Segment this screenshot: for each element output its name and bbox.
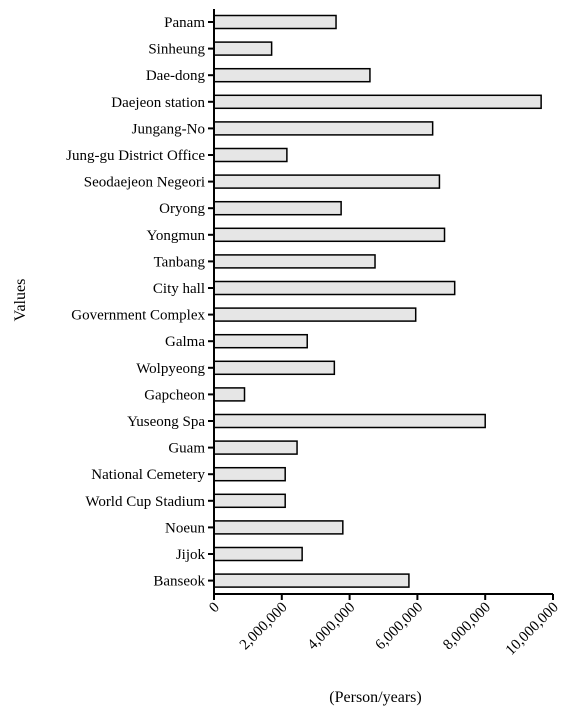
category-label-20: Jijok (176, 547, 206, 563)
category-label-6: Seodaejeon Negeori (84, 175, 205, 191)
bar-20 (213, 546, 303, 562)
bar-2 (213, 67, 371, 83)
category-label-9: Tanbang (154, 254, 206, 270)
x-tick-label-5: 10,000,000 (503, 600, 562, 659)
bar-17 (213, 466, 286, 482)
bar-16 (213, 440, 298, 455)
bar-8 (213, 227, 446, 243)
bar-14 (213, 387, 246, 402)
x-tick-label-1: 2,000,000 (237, 600, 291, 654)
category-label-14: Gapcheon (144, 387, 205, 403)
category-label-15: Yuseong Spa (127, 414, 205, 430)
bar-21 (213, 573, 410, 588)
category-label-8: Yongmun (147, 228, 206, 244)
bar-10 (213, 280, 456, 296)
bar-12 (213, 333, 308, 349)
category-label-18: World Cup Stadium (85, 494, 205, 510)
category-label-3: Daejeon station (111, 95, 205, 111)
category-label-21: Banseok (153, 574, 205, 590)
category-label-10: City hall (153, 281, 205, 297)
category-label-1: Sinheung (148, 42, 205, 58)
category-label-0: Panam (164, 15, 205, 31)
bar-11 (213, 307, 417, 322)
bar-4 (213, 121, 434, 136)
bar-15 (213, 413, 486, 429)
category-label-16: Guam (168, 441, 205, 457)
category-labels: Panam Sinheung Dae-dong Daejeon station Jung… (66, 15, 214, 590)
x-tick-label-2: 4,000,000 (305, 600, 359, 654)
category-label-11: Government Complex (71, 308, 205, 324)
category-label-4: Jungang-No (132, 121, 205, 137)
category-label-7: Oryong (159, 201, 205, 217)
bar-19 (213, 520, 344, 535)
bar-13 (213, 360, 336, 376)
x-tick-label-3: 6,000,000 (372, 600, 426, 654)
category-label-17: National Cemetery (91, 467, 205, 483)
y-axis-title: Values (12, 279, 29, 322)
category-label-19: Noeun (165, 520, 205, 536)
bar-9 (213, 254, 376, 269)
category-label-2: Dae-dong (146, 68, 206, 84)
category-label-5: Jung-gu District Office (66, 148, 205, 164)
bar-1 (213, 41, 273, 56)
x-axis-title: (Person/years) (329, 689, 421, 706)
x-tick-label-0: 0 (206, 600, 223, 617)
bar-5 (213, 147, 288, 163)
bar-3 (213, 94, 542, 110)
bar-0 (213, 14, 337, 30)
x-tick-label-4: 8,000,000 (440, 600, 494, 654)
x-axis-ticks: 0 2,000,000 4,000,000 6,000,000 8,000,000 10,… (206, 594, 562, 659)
bars (213, 14, 542, 588)
bar-7 (213, 200, 342, 216)
category-label-13: Wolpyeong (136, 361, 205, 377)
bar-6 (213, 174, 441, 189)
category-label-12: Galma (165, 334, 205, 350)
bar-18 (213, 493, 286, 509)
